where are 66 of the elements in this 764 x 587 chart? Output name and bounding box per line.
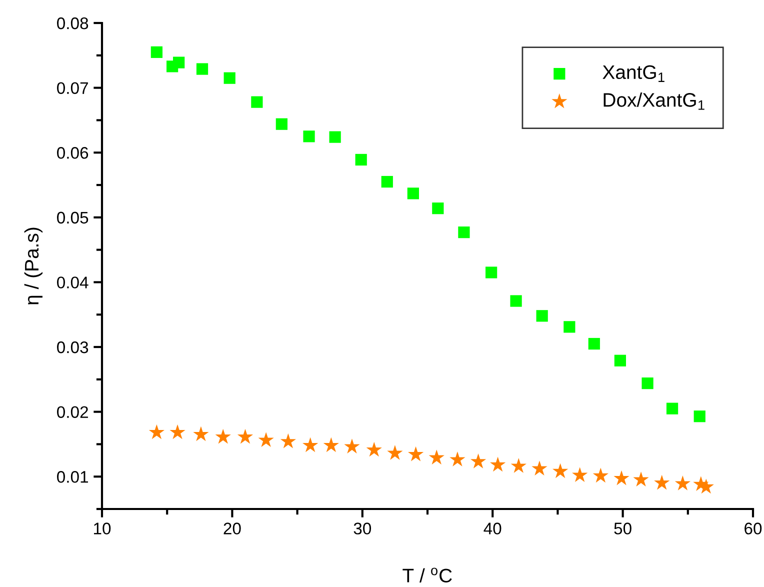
point [408,446,424,462]
point [564,321,576,333]
point [536,310,548,322]
y-tick-label: 0.02 [57,406,88,418]
y-tick-label: 0.04 [57,276,88,288]
y-tick-label: 0.05 [57,212,88,224]
point [510,458,526,473]
point [407,188,419,200]
point [344,438,360,454]
y-tick-label: 0.06 [57,147,88,159]
point [276,118,288,130]
point [170,424,186,440]
x-tick-label: 60 [744,522,762,534]
point [614,354,626,366]
y-tick-label: 0.01 [57,471,88,483]
point [237,428,254,444]
point [387,445,403,460]
point [251,96,263,108]
point [458,226,470,238]
point [173,56,185,68]
point [592,468,608,483]
x-axis-title: T / $^{o}$C [402,568,452,582]
point [552,463,568,478]
point [614,470,630,486]
point [258,432,274,447]
point [148,424,164,440]
point [432,202,444,214]
x-tick-label: 40 [484,522,502,534]
point [193,426,209,442]
point [329,131,341,143]
y-tick-label: 0.03 [57,341,88,354]
point [485,266,498,278]
point [490,456,506,472]
point [303,130,315,142]
point [654,474,670,490]
point [224,72,236,84]
point [633,472,649,486]
point [196,63,208,75]
point [323,437,339,452]
x-tick-label: 20 [224,522,241,534]
point [470,453,486,468]
legend-label: Dox/XantG$_{1}$ [604,92,704,110]
point [355,154,367,166]
x-tick-label: 50 [614,522,632,534]
y-axis-title: η / (Pa.s) [24,228,42,304]
point [366,442,382,457]
point [666,402,678,414]
point [280,433,296,448]
point [588,338,600,350]
point [532,460,548,476]
point [572,467,588,482]
point [428,450,444,464]
y-tick-label: 0.07 [57,82,88,94]
legend-label: XantG$_{1}$ [602,65,664,82]
point [150,46,162,58]
point [510,295,522,307]
y-tick-label: 0.08 [57,17,88,30]
point [302,437,318,452]
point [642,377,654,390]
point [215,428,231,444]
x-tick-label: 10 [94,522,111,534]
point [450,452,466,466]
point [674,476,691,490]
x-tick-label: 30 [354,522,372,534]
point [381,176,393,188]
point [694,410,706,422]
